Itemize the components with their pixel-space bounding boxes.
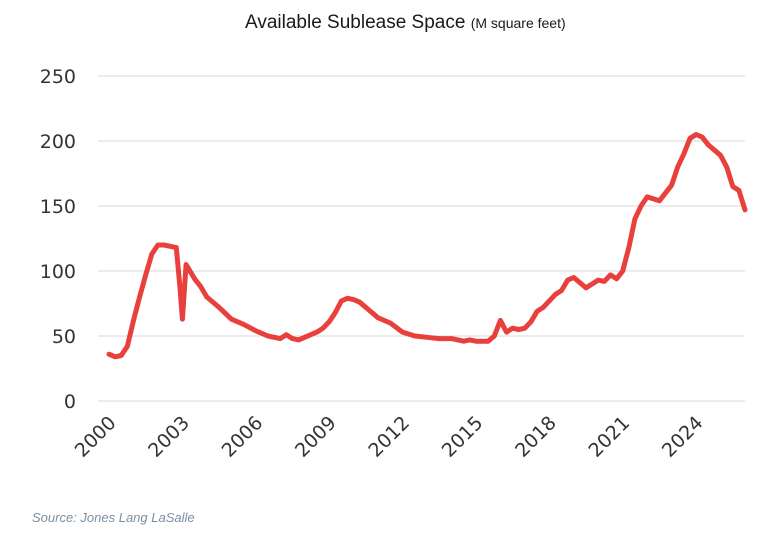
chart-title: Available Sublease Space (M square feet) (245, 12, 725, 34)
y-tick-label: 0 (64, 391, 76, 413)
x-tick-label: 2018 (511, 412, 561, 462)
chart-title-unit: (M square feet) (470, 15, 566, 31)
y-axis-ticks: 0 50 100 150 200 250 (40, 66, 76, 413)
y-tick-label: 50 (52, 326, 76, 348)
x-tick-label: 2012 (364, 412, 414, 462)
x-tick-label: 2015 (438, 412, 488, 462)
x-tick-label: 2021 (584, 412, 634, 462)
x-tick-label: 2000 (71, 412, 121, 462)
x-axis-ticks: 2000 2003 2006 2009 2012 2015 2018 2021 2024 (71, 412, 708, 462)
x-tick-label: 2024 (658, 412, 708, 462)
y-tick-label: 200 (40, 131, 76, 153)
x-tick-label: 2009 (291, 412, 341, 462)
x-tick-label: 2006 (218, 412, 268, 462)
x-tick-label: 2003 (144, 412, 194, 462)
series-layer (106, 132, 748, 360)
gridlines (98, 75, 745, 402)
series-line-0 (106, 132, 748, 360)
y-tick-label: 100 (40, 261, 76, 283)
chart-title-main: Available Sublease Space (245, 12, 466, 33)
source-note: Source: Jones Lang LaSalle (32, 510, 195, 525)
y-tick-label: 250 (40, 66, 76, 88)
y-tick-label: 150 (40, 196, 76, 218)
